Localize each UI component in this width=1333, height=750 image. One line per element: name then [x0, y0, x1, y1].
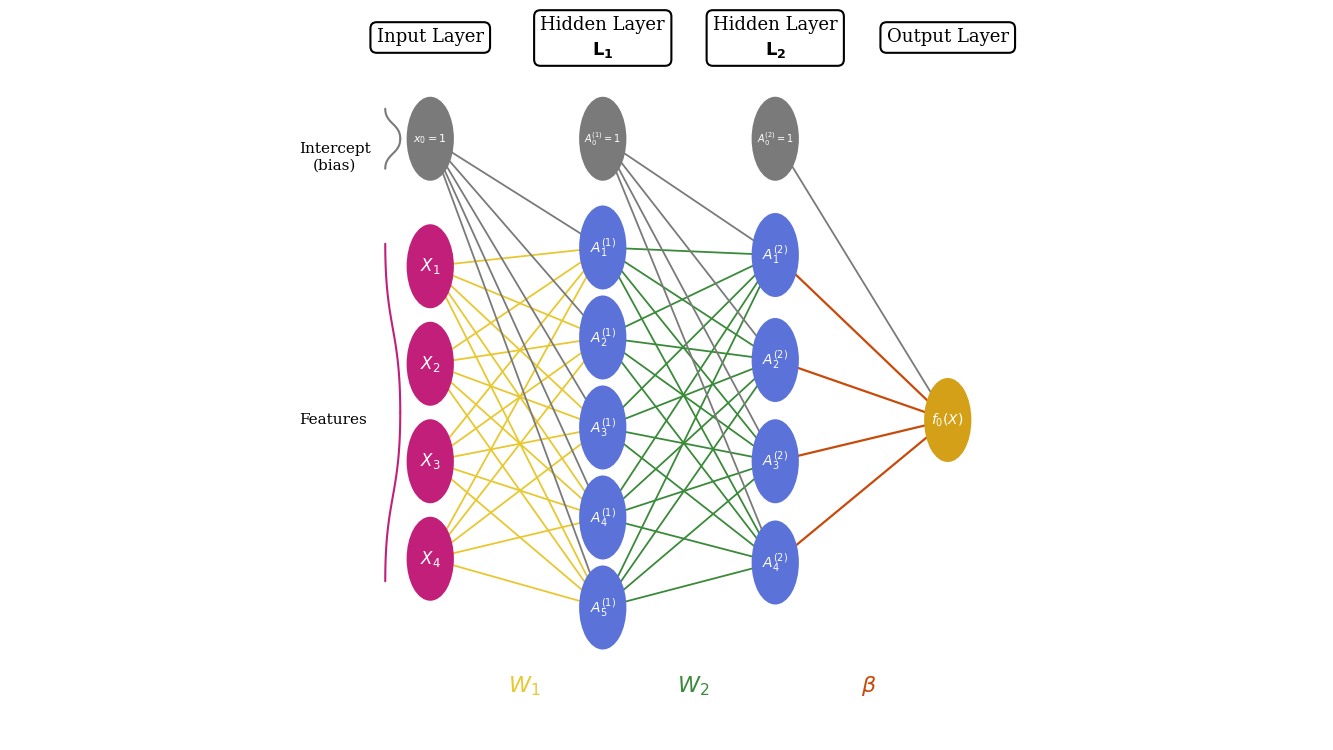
Ellipse shape: [752, 97, 798, 181]
Ellipse shape: [752, 419, 798, 503]
Text: $A_3^{(2)}$: $A_3^{(2)}$: [762, 450, 788, 472]
Text: $A_5^{(1)}$: $A_5^{(1)}$: [589, 596, 616, 619]
Ellipse shape: [407, 517, 453, 601]
Ellipse shape: [407, 224, 453, 308]
Text: Intercept
(bias): Intercept (bias): [299, 142, 371, 172]
Ellipse shape: [752, 318, 798, 402]
Text: $A_0^{(1)} = 1$: $A_0^{(1)} = 1$: [584, 130, 621, 148]
Ellipse shape: [407, 419, 453, 503]
Text: $A_0^{(2)} = 1$: $A_0^{(2)} = 1$: [757, 130, 794, 148]
Text: $A_1^{(1)}$: $A_1^{(1)}$: [589, 236, 616, 259]
Text: $\beta$: $\beta$: [861, 674, 877, 698]
Ellipse shape: [579, 206, 627, 290]
Text: $X_2$: $X_2$: [420, 354, 440, 374]
Text: Hidden Layer
$\mathbf{L_2}$: Hidden Layer $\mathbf{L_2}$: [713, 16, 837, 59]
Text: Input Layer: Input Layer: [377, 28, 484, 46]
Ellipse shape: [407, 322, 453, 406]
Ellipse shape: [579, 566, 627, 650]
Text: $X_3$: $X_3$: [420, 452, 440, 471]
Text: $W_1$: $W_1$: [508, 674, 540, 698]
Text: $x_0 = 1$: $x_0 = 1$: [413, 132, 447, 146]
Text: $W_2$: $W_2$: [677, 674, 709, 698]
Text: $f_0(X)$: $f_0(X)$: [932, 411, 964, 429]
Text: Features: Features: [299, 413, 367, 427]
Text: $A_4^{(2)}$: $A_4^{(2)}$: [762, 551, 788, 574]
Text: Output Layer: Output Layer: [886, 28, 1009, 46]
Text: $A_3^{(1)}$: $A_3^{(1)}$: [589, 416, 616, 439]
Text: $X_1$: $X_1$: [420, 256, 440, 276]
Ellipse shape: [579, 386, 627, 470]
Ellipse shape: [752, 213, 798, 297]
Text: $A_4^{(1)}$: $A_4^{(1)}$: [589, 506, 616, 529]
Ellipse shape: [924, 378, 972, 462]
Text: Hidden Layer
$\mathbf{L_1}$: Hidden Layer $\mathbf{L_1}$: [540, 16, 665, 59]
Text: $A_2^{(2)}$: $A_2^{(2)}$: [762, 349, 788, 371]
Text: $X_4$: $X_4$: [420, 549, 441, 568]
Text: $A_1^{(2)}$: $A_1^{(2)}$: [762, 244, 788, 266]
Text: $A_2^{(1)}$: $A_2^{(1)}$: [589, 326, 616, 349]
Ellipse shape: [579, 97, 627, 181]
Ellipse shape: [752, 520, 798, 605]
Ellipse shape: [579, 296, 627, 380]
Ellipse shape: [579, 476, 627, 560]
Ellipse shape: [407, 97, 453, 181]
